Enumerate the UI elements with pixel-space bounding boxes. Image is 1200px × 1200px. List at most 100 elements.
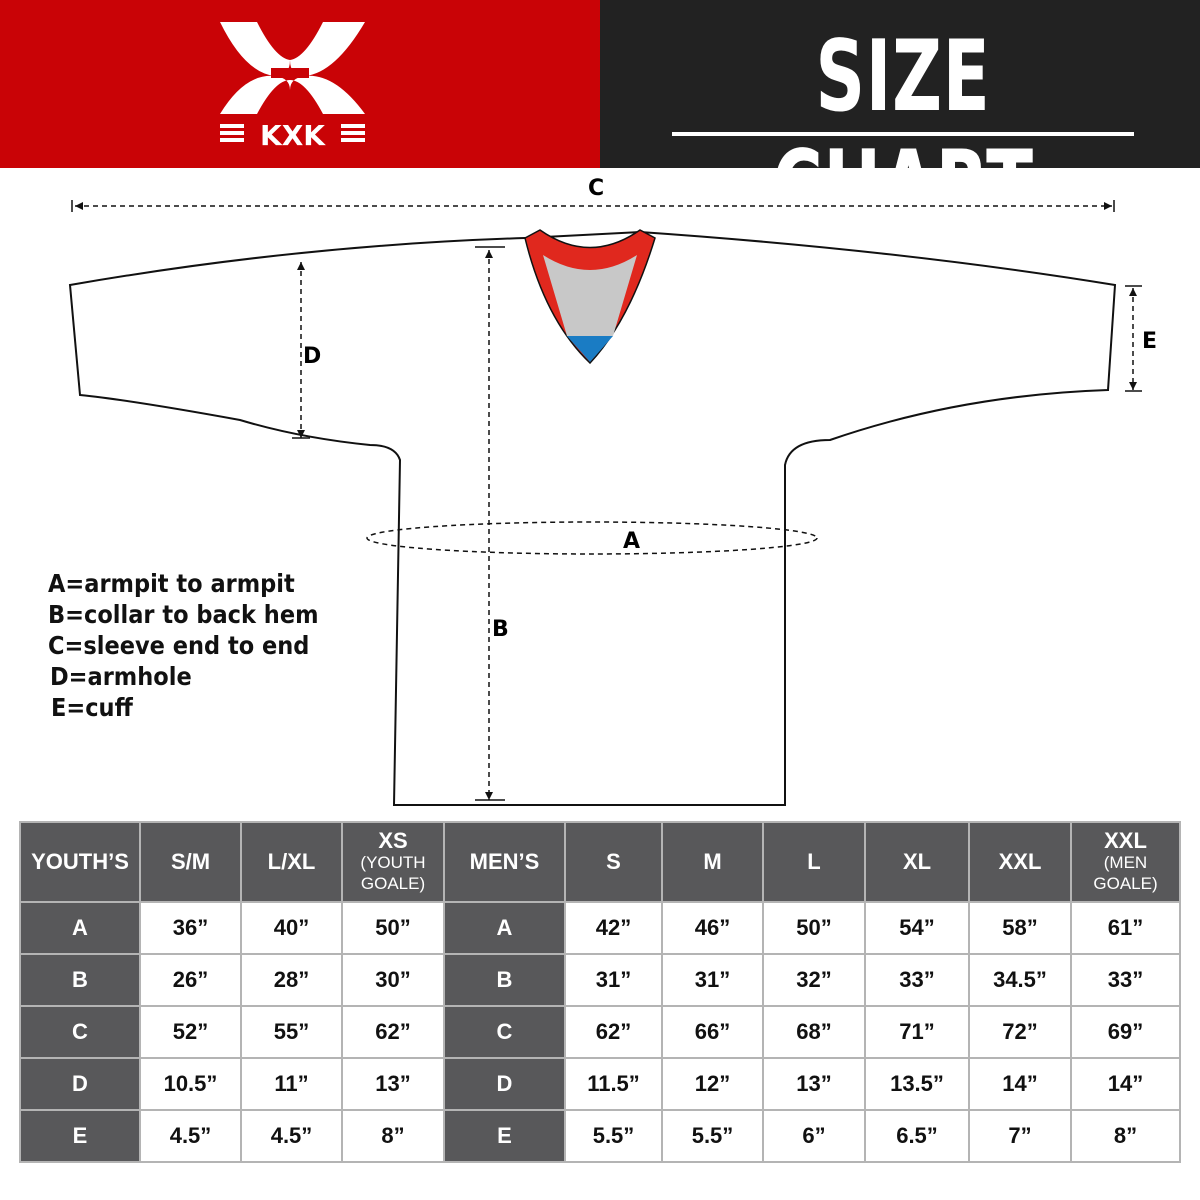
table-cell: 68”	[762, 1005, 866, 1059]
table-cell: 10.5”	[139, 1057, 242, 1111]
table-cell: 26”	[139, 953, 242, 1007]
row-key: E	[19, 1109, 141, 1163]
table-cell: 7”	[968, 1109, 1072, 1163]
row-key: C	[19, 1005, 141, 1059]
label-d: D	[303, 344, 322, 369]
title-underline	[672, 132, 1134, 136]
header-main: S/M	[170, 849, 211, 874]
label-b: B	[492, 617, 509, 642]
header-main: XXL	[1104, 828, 1147, 853]
table-cell: 34.5”	[968, 953, 1072, 1007]
header-title-panel	[600, 0, 1200, 168]
table-cell: 8”	[341, 1109, 445, 1163]
column-header: MEN’S	[443, 821, 566, 903]
table-cell: 62”	[564, 1005, 663, 1059]
label-e: E	[1142, 329, 1158, 354]
header-sub: GOALE)	[360, 874, 426, 893]
table-cell: 14”	[1070, 1057, 1181, 1111]
page-title: SIZE CHART	[772, 20, 1034, 244]
table-cell: 33”	[864, 953, 970, 1007]
table-cell: 54”	[864, 901, 970, 955]
kxk-logo: KXK	[220, 22, 365, 148]
column-header: XL	[864, 821, 970, 903]
header-row: YOUTH’S S/M L/XL XS (YOUTH GOALE) MEN’S S M L XL XX…	[19, 821, 1181, 903]
column-header: M	[661, 821, 764, 903]
table-cell: 13.5”	[864, 1057, 970, 1111]
table-cell: 58”	[968, 901, 1072, 955]
jersey-diagram	[68, 200, 1142, 806]
column-header: YOUTH’S	[19, 821, 141, 903]
row-key: B	[19, 953, 141, 1007]
header-main: M	[703, 849, 722, 874]
column-header: S/M	[139, 821, 242, 903]
table-cell: 31”	[661, 953, 764, 1007]
table-cell: 4.5”	[139, 1109, 242, 1163]
table-cell: 6.5”	[864, 1109, 970, 1163]
column-header: L/XL	[240, 821, 343, 903]
header-main: XS	[378, 828, 408, 853]
table-cell: 5.5”	[661, 1109, 764, 1163]
table-cell: 50”	[341, 901, 445, 955]
table-cell: 12”	[661, 1057, 764, 1111]
legend-item: A=armpit to armpit	[48, 569, 295, 598]
table-cell: 8”	[1070, 1109, 1181, 1163]
label-c: C	[588, 176, 605, 201]
table-cell: 6”	[762, 1109, 866, 1163]
table-cell: 46”	[661, 901, 764, 955]
table-cell: 14”	[968, 1057, 1072, 1111]
table-cell: 11.5”	[564, 1057, 663, 1111]
row-key: C	[443, 1005, 566, 1059]
table-row: B 26” 28” 30” B 31” 31” 32” 33” 34.5” 33”	[19, 953, 1181, 1007]
table-cell: 61”	[1070, 901, 1181, 955]
header-main: XXL	[998, 849, 1042, 874]
table-cell: 71”	[864, 1005, 970, 1059]
table-cell: 52”	[139, 1005, 242, 1059]
table-cell: 42”	[564, 901, 663, 955]
row-key: A	[19, 901, 141, 955]
table-cell: 66”	[661, 1005, 764, 1059]
column-header: XXL (MEN GOALE)	[1070, 821, 1181, 903]
table-cell: 32”	[762, 953, 866, 1007]
table-cell: 55”	[240, 1005, 343, 1059]
header-main: XL	[902, 849, 932, 874]
legend-item: C=sleeve end to end	[48, 631, 310, 660]
table-cell: 33”	[1070, 953, 1181, 1007]
table-cell: 4.5”	[240, 1109, 343, 1163]
table-cell: 40”	[240, 901, 343, 955]
header-main: L/XL	[267, 849, 316, 874]
table-cell: 36”	[139, 901, 242, 955]
column-header: XXL	[968, 821, 1072, 903]
header-sub: (YOUTH	[360, 853, 426, 872]
table-cell: 31”	[564, 953, 663, 1007]
header-brand-panel	[0, 0, 600, 168]
label-a: A	[623, 529, 641, 554]
column-header: XS (YOUTH GOALE)	[341, 821, 445, 903]
table-cell: 28”	[240, 953, 343, 1007]
table-row: A 36” 40” 50” A 42” 46” 50” 54” 58” 61”	[19, 901, 1181, 955]
column-header: L	[762, 821, 866, 903]
table-cell: 30”	[341, 953, 445, 1007]
table-row: D 10.5” 11” 13” D 11.5” 12” 13” 13.5” 14” 14”	[19, 1057, 1181, 1111]
header-sub: (MEN	[1103, 853, 1148, 872]
table-row: E 4.5” 4.5” 8” E 5.5” 5.5” 6” 6.5” 7” 8”	[19, 1109, 1181, 1163]
table-cell: 13”	[762, 1057, 866, 1111]
header-main: MEN’S	[469, 849, 540, 874]
header-main: YOUTH’S	[31, 849, 129, 874]
table-cell: 69”	[1070, 1005, 1181, 1059]
row-key: D	[19, 1057, 141, 1111]
table-cell: 62”	[341, 1005, 445, 1059]
header-sub: GOALE)	[1093, 874, 1158, 893]
legend-item: D=armhole	[50, 662, 192, 691]
row-key: A	[443, 901, 566, 955]
row-key: D	[443, 1057, 566, 1111]
table-cell: 13”	[341, 1057, 445, 1111]
svg-text:KXK: KXK	[260, 119, 326, 148]
header-main: L	[807, 849, 821, 874]
column-header: S	[564, 821, 663, 903]
header-main: S	[606, 849, 621, 874]
table-cell: 72”	[968, 1005, 1072, 1059]
measurement-legend: A=armpit to armpit B=collar to back hem …	[48, 568, 349, 723]
table-row: C 52” 55” 62” C 62” 66” 68” 71” 72” 69”	[19, 1005, 1181, 1059]
table-cell: 11”	[240, 1057, 343, 1111]
legend-item: B=collar to back hem	[48, 600, 319, 629]
